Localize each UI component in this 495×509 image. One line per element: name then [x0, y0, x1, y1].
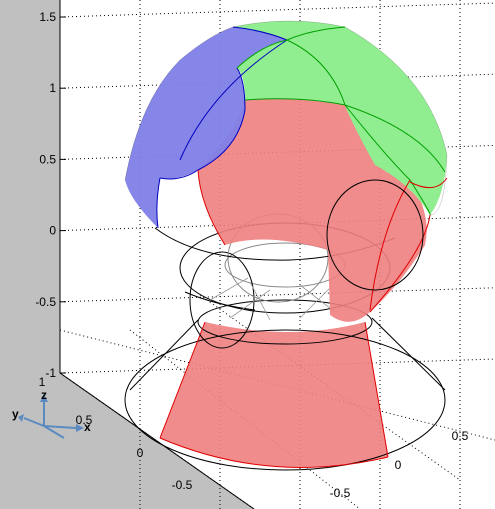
triad-x-label: x — [84, 420, 91, 434]
cone-generator-right — [371, 317, 446, 391]
x-tick-label: 0 — [395, 458, 402, 472]
cone-generator-left — [129, 319, 199, 391]
triad-y-axis — [23, 417, 45, 427]
z-tick-label: 1 — [49, 81, 56, 95]
torus-inner-hatch — [209, 277, 336, 321]
sphere-green-face — [233, 21, 447, 215]
y-tick-label: 0 — [137, 446, 144, 460]
axis-front-left-edge — [59, 372, 255, 509]
triad-z-arrow — [40, 394, 48, 402]
sphere-red-edges — [197, 169, 448, 313]
sphere-blue-face — [125, 27, 287, 228]
cone-surface — [124, 299, 446, 471]
triad-x-arrow — [76, 424, 84, 432]
torus-lower-arc — [184, 291, 256, 311]
z-grid-line — [59, 287, 495, 303]
cone-generator-front-right — [364, 321, 389, 458]
cone-top-rim — [197, 299, 373, 345]
floor-grid-line — [129, 329, 361, 509]
triad-x-axis — [43, 425, 77, 429]
cone-bottom-front-red-edge — [159, 437, 389, 468]
z-tick-label: -1 — [45, 366, 56, 380]
y-tick-label: 1 — [39, 375, 46, 389]
z-grid-line — [59, 73, 495, 89]
sphere-blue-edges — [156, 26, 288, 229]
z-tick-label: 0.5 — [39, 152, 56, 166]
y-tick-label: 0.5 — [76, 413, 93, 427]
triad-y-arrow — [18, 414, 24, 422]
z-grid-line — [59, 216, 495, 232]
cone-generator-front-left — [159, 321, 206, 439]
sphere-tube-ring — [326, 179, 424, 291]
triad-y-diag — [43, 425, 65, 439]
triad-y-label: y — [12, 407, 19, 421]
z-tick-label: 1.5 — [39, 10, 56, 24]
tick-labels: 1.5 1 0.5 0 -0.5 -1 0.5 0 -0.5 1 0.5 0 -0.5 — [35, 10, 468, 500]
sphere-green-edges — [236, 26, 446, 216]
z-grid-line — [59, 358, 495, 374]
z-grid-line — [59, 2, 495, 18]
axes-triad[interactable]: z y x — [12, 388, 91, 439]
triad-z-label: z — [41, 388, 47, 402]
x-tick-label: -0.5 — [330, 486, 351, 500]
x-tick-label: 0.5 — [452, 429, 469, 443]
z-tick-label: -0.5 — [35, 295, 56, 309]
torus-tube-left — [189, 251, 255, 349]
sphere-surface — [124, 20, 448, 322]
y-tick-label: -0.5 — [172, 478, 193, 492]
cone-front-face — [160, 322, 388, 468]
z-tick-label: 0 — [49, 224, 56, 238]
sphere-outline — [124, 20, 448, 216]
cone-bottom-rim — [124, 329, 446, 471]
